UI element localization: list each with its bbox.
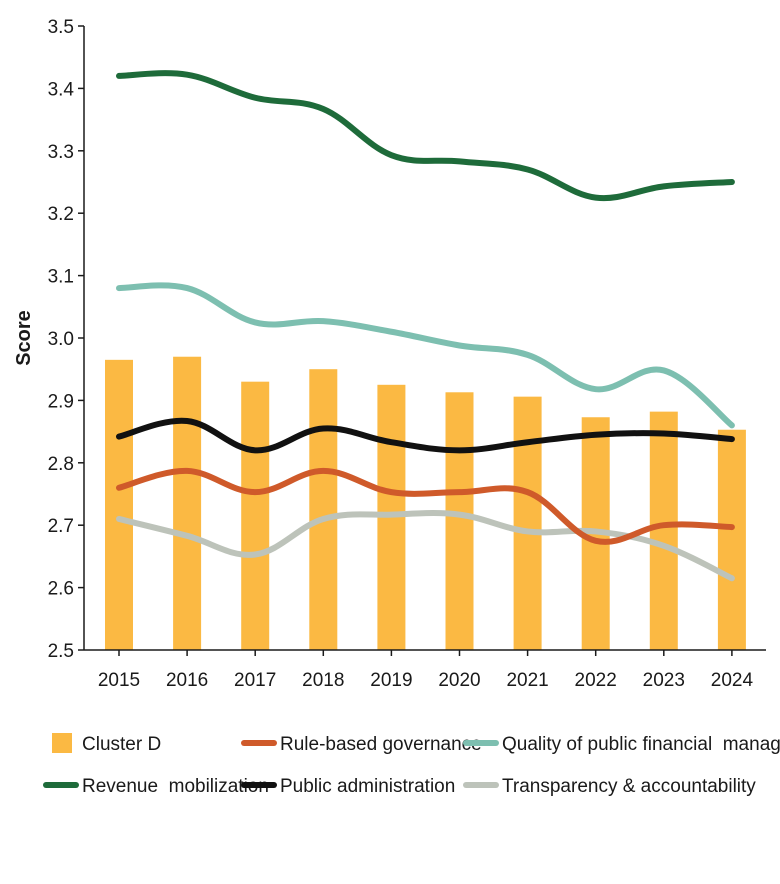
y-ticks: 2.5 2.6 2.7 2.8 2.9 3.0 3.1 3.2 3.3 3.4 3.5: [48, 17, 84, 662]
x-tick-label: 2015: [98, 670, 140, 691]
series-line-transparency-accountability: [116, 510, 735, 582]
y-tick-label: 2.5: [48, 641, 74, 662]
legend: Cluster D Rule-based governance Quality of…: [43, 733, 780, 797]
bars-layer: [105, 356, 746, 650]
y-tick-label: 3.3: [48, 142, 74, 163]
legend-label: Rule-based governance: [280, 734, 482, 755]
y-tick-label: 3.0: [48, 329, 74, 350]
bar-cluster-d-2020: [445, 392, 474, 650]
legend-label: Cluster D: [82, 734, 161, 755]
legend-swatch-cluster-d: [52, 733, 72, 753]
y-tick-label: 3.2: [48, 204, 74, 225]
y-tick-label: 3.1: [48, 267, 74, 288]
series-line-rule-based-governance: [116, 467, 735, 545]
legend-label: Quality of public financial management: [502, 734, 780, 755]
series-line-public-administration: [116, 417, 735, 454]
x-tick-label: 2020: [438, 670, 480, 691]
bar-cluster-d-2021: [513, 396, 542, 650]
legend-label: Transparency & accountability: [502, 776, 756, 797]
y-tick-label: 2.9: [48, 391, 74, 412]
x-tick-label: 2018: [302, 670, 344, 691]
series-lines: [116, 70, 735, 582]
x-tick-label: 2021: [506, 670, 548, 691]
x-ticks: 2015 2016 2017 2018 2019 2020 2021 2022 2023 2024: [98, 650, 754, 691]
legend-label: Revenue mobilization: [82, 776, 269, 797]
bar-cluster-d-2024: [717, 429, 746, 650]
x-tick-label: 2017: [234, 670, 276, 691]
bar-cluster-d-2017: [241, 381, 270, 650]
bar-cluster-d-2018: [309, 369, 338, 650]
x-tick-label: 2024: [711, 670, 754, 691]
bar-cluster-d-2023: [649, 411, 678, 650]
bar-cluster-d-2015: [105, 359, 133, 650]
y-tick-label: 2.6: [48, 579, 74, 600]
y-tick-label: 2.8: [48, 454, 74, 475]
x-tick-label: 2023: [643, 670, 685, 691]
legend-label: Public administration: [280, 776, 455, 797]
x-tick-label: 2022: [575, 670, 617, 691]
y-tick-label: 3.5: [48, 17, 74, 38]
series-line-revenue-mobilization: [116, 70, 735, 202]
y-axis-title: Score: [13, 310, 35, 366]
y-tick-label: 2.7: [48, 516, 74, 537]
series-line-quality-of-public-financial-management: [116, 282, 735, 429]
x-tick-label: 2016: [166, 670, 208, 691]
y-tick-label: 3.4: [48, 79, 75, 100]
x-tick-label: 2019: [370, 670, 412, 691]
bar-cluster-d-2016: [173, 356, 202, 650]
